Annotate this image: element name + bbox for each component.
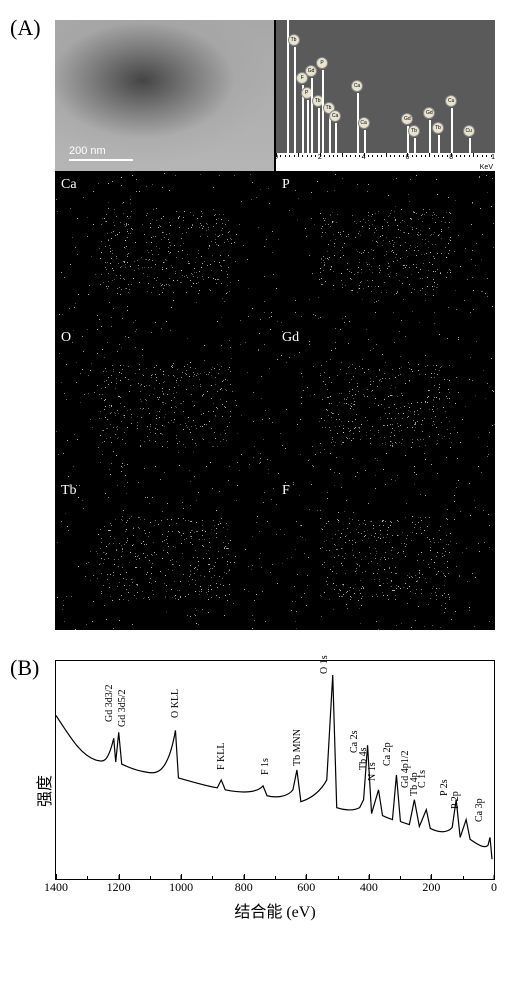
xps-peak-label: N 1s — [367, 762, 378, 781]
tem-image: 200 nm — [55, 20, 274, 171]
panel-a-label: (A) — [10, 15, 41, 41]
element-map-f: F — [276, 479, 495, 630]
eds-peak-marker: Ca — [329, 110, 341, 122]
xps-peak-label: C 1s — [417, 770, 428, 788]
eds-peak — [311, 78, 313, 154]
eds-peak-marker: Tb — [432, 122, 444, 134]
xps-y-label: 强度 — [31, 775, 55, 807]
eds-peak — [307, 100, 309, 153]
xps-x-tick: 1200 — [107, 880, 131, 895]
eds-axis-tick: 10 — [491, 154, 495, 161]
tem-scale-bar: 200 nm — [69, 145, 133, 161]
eds-axis-tick: 0 — [276, 154, 278, 161]
xps-peak-label: F KLL — [216, 743, 227, 771]
xps-peak-label: Ca 3p — [474, 799, 485, 823]
xps-x-tick: 600 — [297, 880, 315, 895]
eds-peak — [329, 115, 331, 153]
xps-x-tick: 200 — [422, 880, 440, 895]
eds-peak — [318, 108, 320, 153]
xps-x-tick: 1400 — [44, 880, 68, 895]
xps-peak-label: Gd 3d3/2 — [104, 685, 115, 723]
xps-x-tick: 1000 — [169, 880, 193, 895]
xps-peak-label: Ca 2p — [382, 742, 393, 766]
xps-peak-label: Gd 3d5/2 — [117, 689, 128, 727]
eds-axis-unit: KeV — [480, 164, 493, 171]
xps-plot-area: 1400120010008006004002000Gd 3d3/2Gd 3d5/… — [55, 660, 495, 880]
eds-peak-marker: Ca — [351, 80, 363, 92]
element-map-gd: Gd — [276, 326, 495, 477]
element-map-p: P — [276, 173, 495, 324]
eds-peak — [429, 120, 431, 153]
panel-b-label: (B) — [10, 655, 39, 681]
eds-peak-marker: Ca — [358, 117, 370, 129]
eds-peak — [451, 108, 453, 153]
eds-peak — [414, 138, 416, 153]
element-map-o: O — [55, 326, 274, 477]
eds-peak-marker: Tb — [288, 34, 300, 46]
eds-axis-tick: 8 — [449, 154, 453, 161]
eds-peak-marker: Gd — [401, 113, 413, 125]
tem-image-cell: 200 nm — [55, 20, 274, 171]
eds-peak-marker: Cu — [445, 95, 457, 107]
eds-spectrum: 0246810KeV OTbFPGdTbPTbCaCaCaGdTbGdTbCuC… — [276, 20, 495, 171]
eds-spectrum-cell: 0246810KeV OTbFPGdTbPTbCaCaCaGdTbGdTbCuC… — [276, 20, 495, 171]
xps-peak-label: P 2p — [450, 792, 461, 810]
eds-peak-marker: Tb — [408, 125, 420, 137]
eds-axis-tick: 6 — [405, 154, 409, 161]
panel-a: (A) 200 nm 0246810KeV OTbFPGdTbPTbCaCaCa… — [15, 20, 510, 630]
eds-peak-marker: P — [316, 57, 328, 69]
eds-peak-marker: Gd — [305, 65, 317, 77]
eds-peak — [438, 135, 440, 153]
eds-axis-tick: 4 — [362, 154, 366, 161]
eds-peak — [335, 123, 337, 153]
xps-peak-label: O 1s — [319, 656, 330, 675]
xps-peak-label: F 1s — [260, 758, 271, 775]
eds-peak-marker: Cu — [463, 125, 475, 137]
xps-x-tick: 0 — [491, 880, 497, 895]
panel-b: (B) 强度 1400120010008006004002000Gd 3d3/2… — [15, 660, 510, 922]
xps-chart: 强度 1400120010008006004002000Gd 3d3/2Gd 3… — [55, 660, 495, 922]
eds-peak-marker: Gd — [423, 107, 435, 119]
xps-peak-label: Tb MNN — [292, 729, 303, 766]
xps-x-label: 结合能 (eV) — [55, 898, 495, 922]
eds-axis-strip: 0 2 4 6 8 10 KeV — [276, 153, 495, 171]
eds-peak — [294, 47, 296, 153]
element-map-ca: Ca — [55, 173, 274, 324]
xps-x-tick: 400 — [360, 880, 378, 895]
eds-peak — [469, 138, 471, 153]
panel-a-grid: 200 nm 0246810KeV OTbFPGdTbPTbCaCaCaGdTb… — [55, 20, 495, 630]
xps-x-tick: 800 — [235, 880, 253, 895]
eds-peak — [364, 130, 366, 153]
xps-peak-label: O KLL — [170, 689, 181, 718]
element-map-tb: Tb — [55, 479, 274, 630]
xps-peak-label: P 2s — [439, 780, 450, 797]
eds-axis-tick: 2 — [318, 154, 322, 161]
